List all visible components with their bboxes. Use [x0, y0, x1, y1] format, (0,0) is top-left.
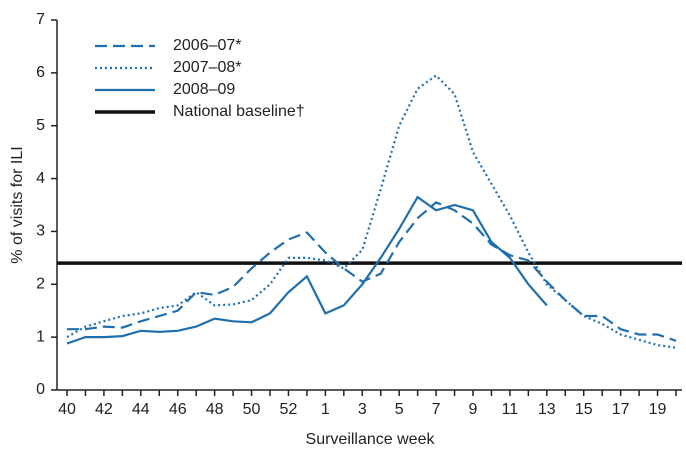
legend-label: 2008–09 — [173, 81, 235, 98]
y-tick-label: 0 — [36, 381, 45, 398]
x-tick-label: 9 — [469, 401, 478, 418]
y-tick-label: 2 — [36, 276, 45, 293]
x-tick-label: 7 — [432, 401, 441, 418]
y-tick-label: 5 — [36, 117, 45, 134]
x-tick-label: 5 — [395, 401, 404, 418]
y-tick-label: 4 — [36, 170, 45, 187]
x-tick-label: 48 — [206, 401, 224, 418]
x-tick-label: 42 — [95, 401, 113, 418]
x-tick-label: 46 — [169, 401, 187, 418]
x-tick-label: 40 — [58, 401, 76, 418]
series-line — [66, 195, 548, 345]
x-tick-label: 50 — [243, 401, 261, 418]
y-axis-label: % of visits for ILI — [9, 146, 26, 263]
x-tick-label: 44 — [132, 401, 150, 418]
legend-label: 2007–08* — [173, 59, 242, 76]
x-tick-label: 17 — [612, 401, 630, 418]
x-tick-label: 3 — [358, 401, 367, 418]
y-tick-label: 7 — [36, 11, 45, 28]
series-line — [66, 74, 677, 349]
y-tick-label: 3 — [36, 223, 45, 240]
legend-label: 2006–07* — [173, 37, 242, 54]
x-tick-label: 11 — [502, 401, 519, 418]
y-tick-label: 6 — [36, 64, 45, 81]
legend-label: National baseline† — [173, 103, 305, 120]
x-tick-label: 1 — [321, 401, 330, 418]
x-axis-label: Surveillance week — [306, 431, 436, 448]
x-tick-label: 19 — [649, 401, 667, 418]
series-line — [67, 201, 677, 342]
x-tick-label: 15 — [575, 401, 593, 418]
x-tick-label: 52 — [280, 401, 298, 418]
x-tick-label: 13 — [538, 401, 556, 418]
y-tick-label: 1 — [36, 328, 45, 345]
